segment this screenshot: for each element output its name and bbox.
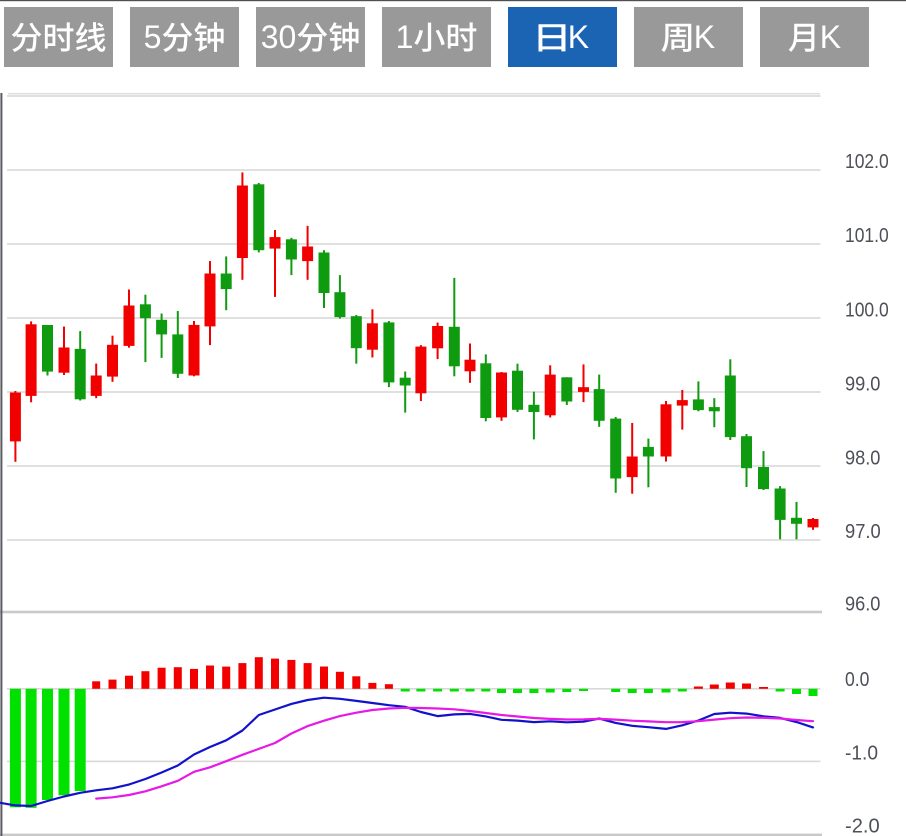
svg-text:3: 3	[261, 19, 279, 55]
svg-text:101.0: 101.0	[845, 225, 889, 247]
svg-text:K: K	[694, 19, 715, 55]
svg-text:96.0: 96.0	[845, 594, 880, 616]
svg-text:K: K	[820, 19, 841, 55]
svg-text:-1.0: -1.0	[845, 743, 878, 765]
svg-text:1: 1	[396, 19, 414, 55]
svg-text:97.0: 97.0	[845, 521, 881, 543]
svg-text:0.0: 0.0	[845, 669, 869, 691]
svg-text:102.0: 102.0	[845, 151, 889, 173]
svg-text:5: 5	[144, 19, 162, 55]
svg-text:99.0: 99.0	[845, 374, 880, 396]
svg-text:K: K	[568, 19, 589, 55]
svg-text:98.0: 98.0	[845, 448, 880, 470]
svg-text:100.0: 100.0	[845, 300, 889, 322]
svg-text:-2.0: -2.0	[845, 816, 880, 836]
svg-text:0: 0	[279, 19, 297, 55]
